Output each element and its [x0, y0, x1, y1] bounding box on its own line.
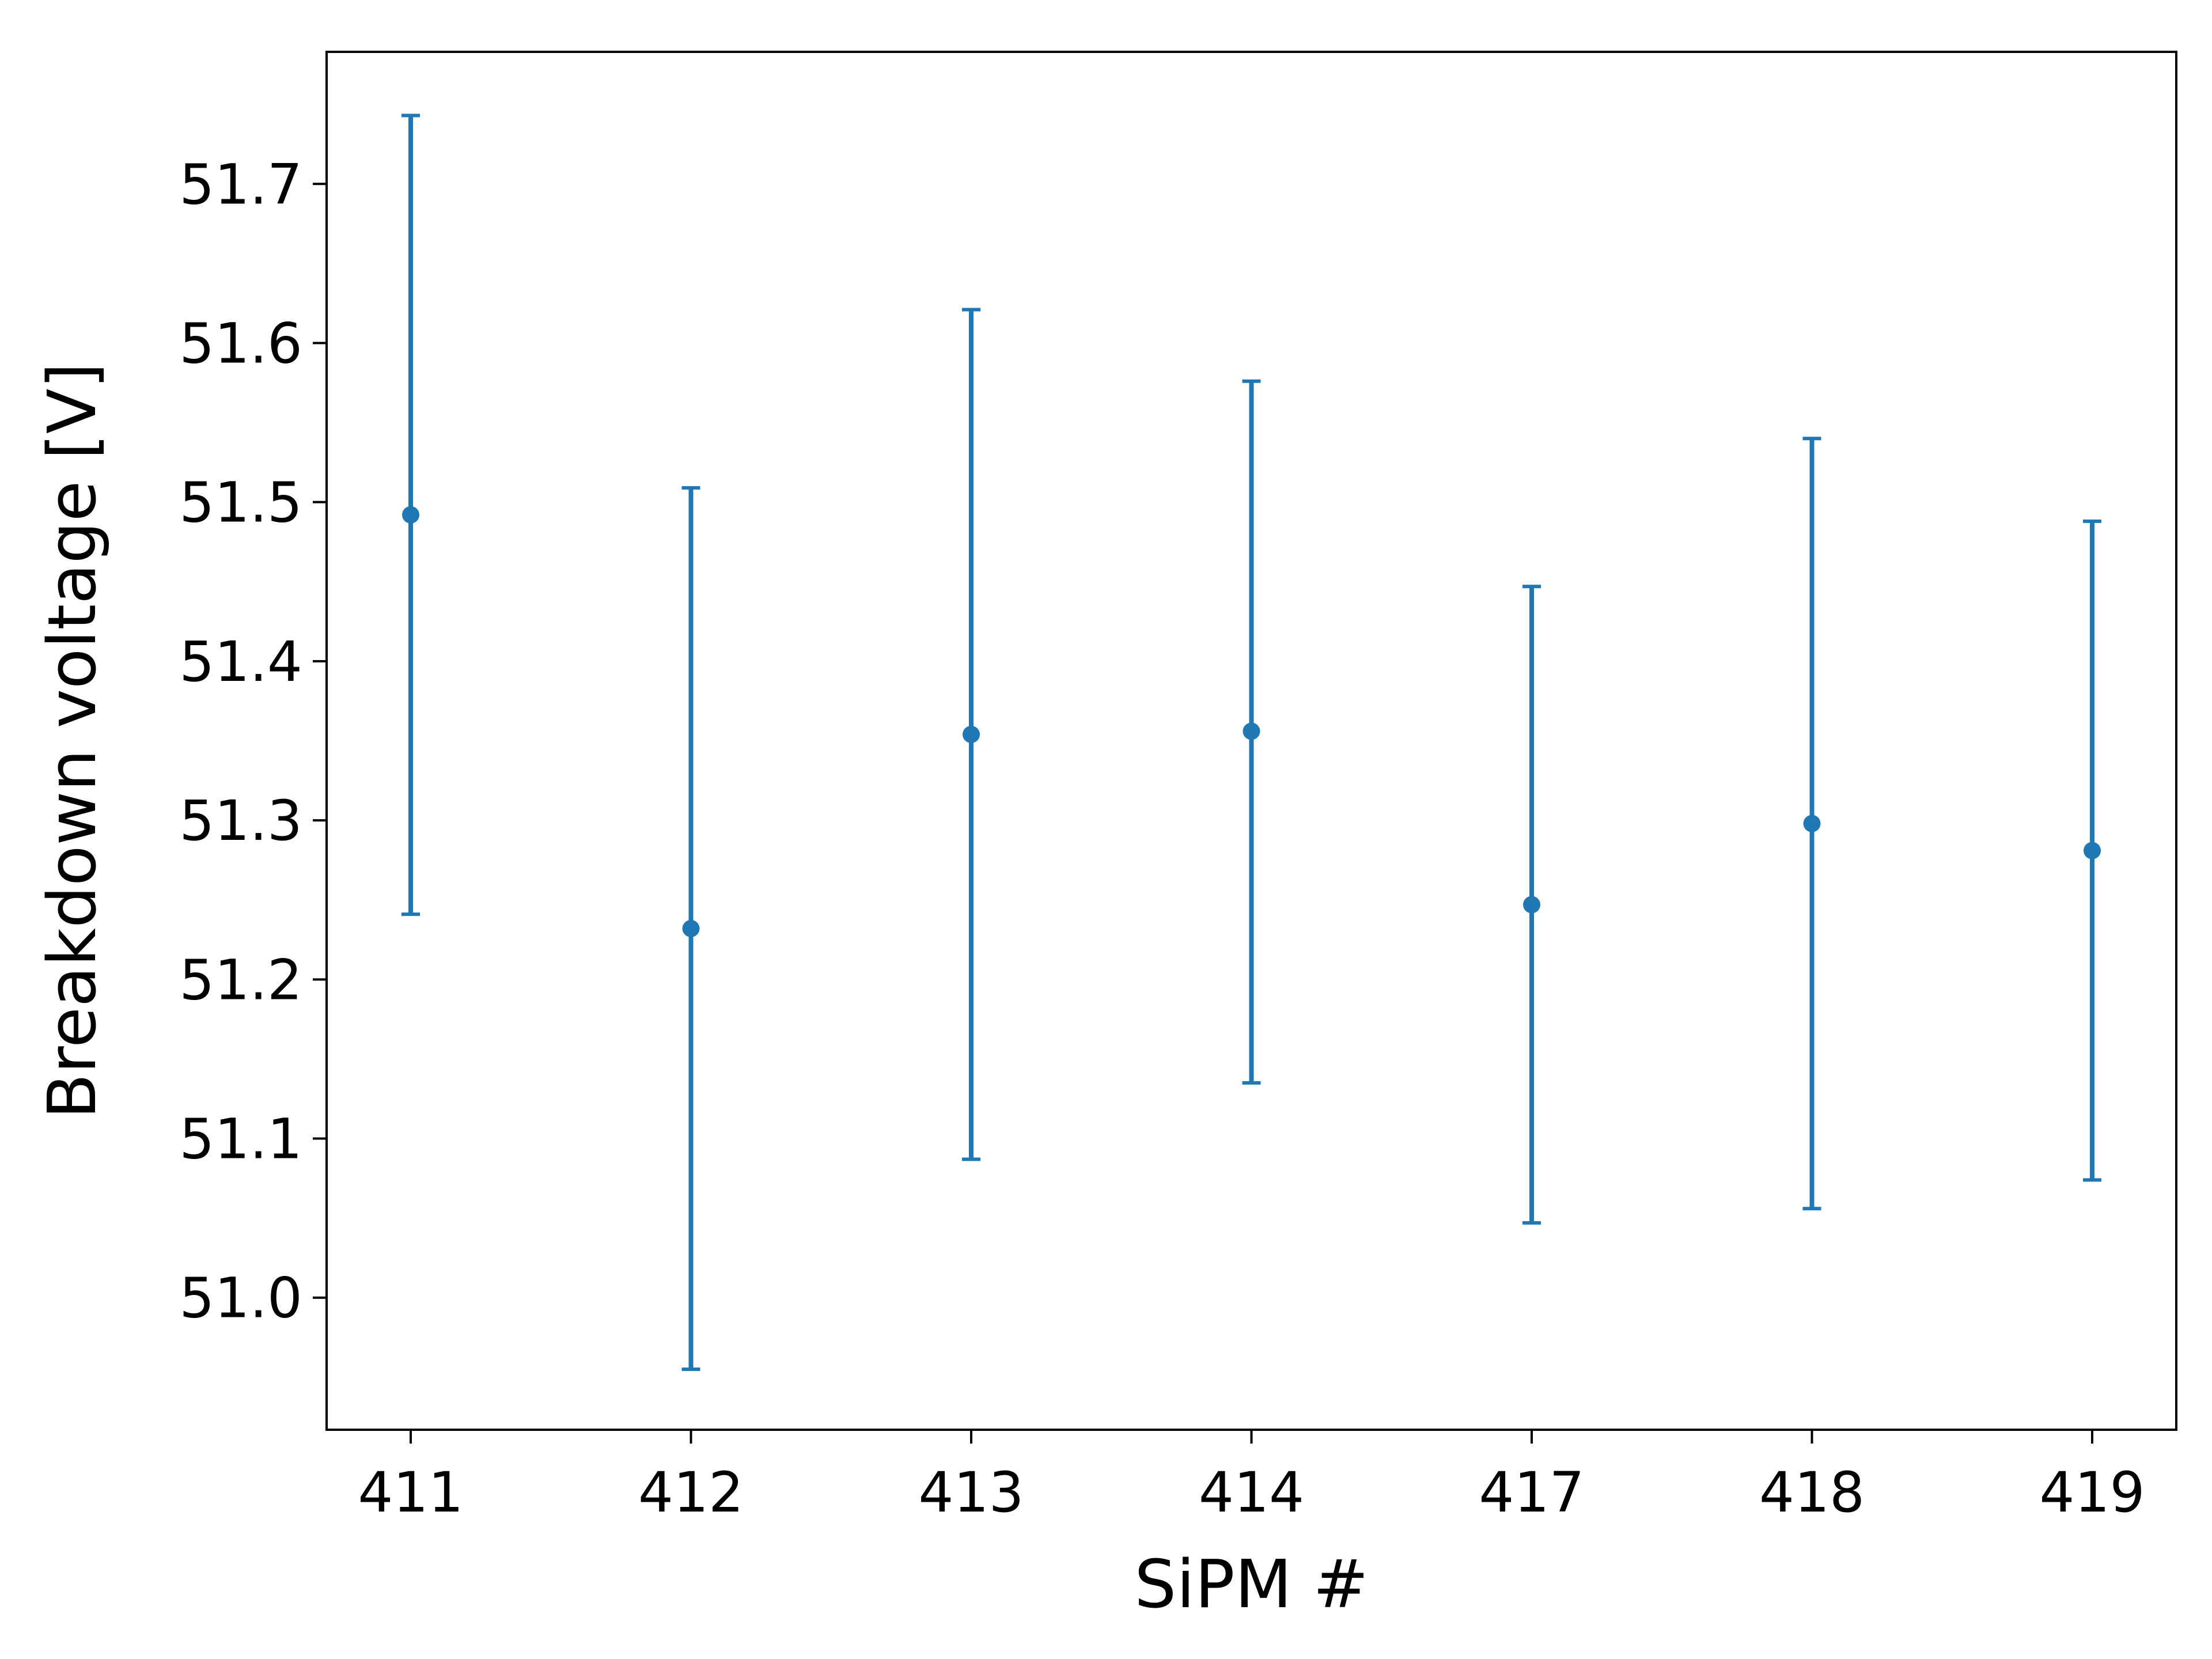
- data-point: [2084, 842, 2101, 859]
- y-tick-label: 51.0: [179, 1266, 302, 1331]
- data-point: [402, 506, 419, 524]
- y-tick-label: 51.4: [179, 630, 302, 694]
- data-point: [1523, 896, 1540, 914]
- plot-frame: [325, 51, 2177, 1431]
- data-point: [1243, 722, 1260, 740]
- y-tick-label: 51.1: [179, 1107, 302, 1172]
- x-tick-label: 411: [358, 1460, 463, 1525]
- x-axis-ticks: 411 412 413 414 417 418 419: [358, 1430, 2145, 1525]
- data-marks: [402, 113, 2101, 1372]
- x-tick-label: 417: [1479, 1460, 1584, 1525]
- x-tick-label: 418: [1759, 1460, 1865, 1525]
- y-tick-label: 51.2: [179, 948, 302, 1012]
- y-tick-label: 51.7: [179, 152, 302, 217]
- y-axis-ticks: 51.0 51.1 51.2 51.3 51.4 51.5 51.6 51.7: [179, 152, 327, 1331]
- x-tick-label: 412: [638, 1460, 744, 1525]
- x-tick-label: 414: [1199, 1460, 1304, 1525]
- y-tick-label: 51.5: [179, 471, 302, 535]
- x-tick-label: 419: [2039, 1460, 2145, 1525]
- data-point: [963, 725, 980, 743]
- y-tick-label: 51.3: [179, 789, 302, 853]
- x-axis-label: SiPM #: [1134, 1546, 1368, 1623]
- y-axis-label: Breakdown voltage [V]: [34, 363, 111, 1119]
- y-tick-label: 51.6: [179, 311, 302, 376]
- data-point: [1803, 815, 1821, 832]
- data-point: [682, 919, 700, 937]
- x-tick-label: 413: [918, 1460, 1024, 1525]
